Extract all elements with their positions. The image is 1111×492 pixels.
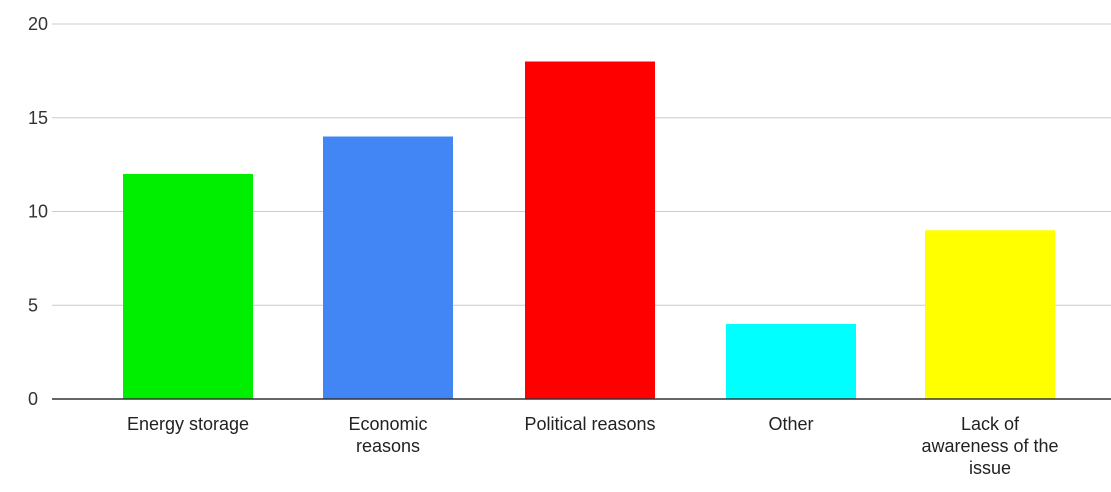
y-tick-label-20: 20 [28,14,48,34]
bar-lack-of-awareness-of-the-issue [925,230,1055,399]
x-tick-label-line: Other [768,414,813,434]
bar-economic-reasons [323,136,453,399]
x-tick-label-political-reasons: Political reasons [524,414,655,434]
y-tick-label-10: 10 [28,202,48,222]
y-tick-label-15: 15 [28,108,48,128]
x-tick-label-line: Economic [348,414,427,434]
bar-political-reasons [525,61,655,399]
bar-energy-storage [123,174,253,399]
y-tick-label-5: 5 [28,295,38,315]
x-tick-label-line: reasons [356,436,420,456]
x-tick-label-lack-of-awareness-of-the-issue: Lack of awareness of the issue [921,414,1058,478]
x-tick-label-energy-storage: Energy storage [127,414,249,434]
y-tick-label-0: 0 [28,389,38,409]
bars [123,61,1055,399]
x-tick-label-line: issue [969,458,1011,478]
x-tick-label-line: Lack of [961,414,1020,434]
axes: 0 5 10 15 20 Energy storage Economic reasons Pol… [28,14,1111,478]
x-tick-label-line: Political reasons [524,414,655,434]
bar-other [726,324,856,399]
x-tick-label-line: awareness of the [921,436,1058,456]
x-tick-label-economic-reasons: Economic reasons [348,414,427,456]
x-tick-label-other: Other [768,414,813,434]
x-tick-label-line: Energy storage [127,414,249,434]
